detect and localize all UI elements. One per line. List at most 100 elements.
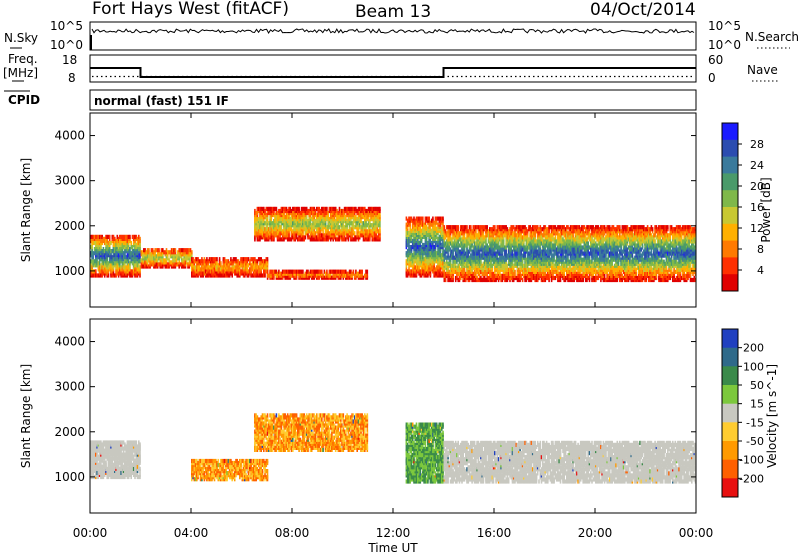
heatmap-cell: [91, 259, 93, 264]
heatmap-cell: [290, 269, 293, 274]
heatmap-cell: [454, 231, 457, 236]
heatmap-cell: [105, 247, 107, 252]
heatmap-cell: [90, 245, 92, 250]
heatmap-cell: [437, 222, 439, 227]
heatmap-cell: [293, 225, 295, 230]
heatmap-cell: [278, 217, 280, 222]
heatmap-cell: [361, 206, 363, 211]
heatmap-cell: [439, 222, 442, 227]
heatmap-cell: [427, 218, 429, 223]
heatmap-cell: [134, 263, 136, 268]
heatmap-cell: [235, 269, 237, 274]
heatmap-cell: [279, 271, 281, 276]
heatmap-cell: [299, 215, 302, 220]
heatmap-cell: [425, 240, 428, 246]
heatmap-cell: [413, 251, 415, 256]
heatmap-cell: [298, 269, 300, 274]
heatmap-cell: [470, 235, 472, 240]
heatmap-cell: [97, 234, 100, 239]
heatmap-cell: [163, 250, 165, 255]
heatmap-cell: [411, 269, 414, 274]
heatmap-cell: [338, 225, 341, 230]
heatmap-cell: [225, 259, 227, 264]
heatmap-cell: [475, 233, 477, 238]
heatmap-cell: [259, 206, 261, 211]
heatmap-cell: [458, 265, 461, 270]
nave-label: Nave: [747, 63, 778, 77]
heatmap-cell: [430, 259, 433, 264]
heatmap-cell: [138, 238, 140, 244]
heatmap-cell: [207, 259, 209, 264]
heatmap-cell: [439, 216, 442, 221]
heatmap-cell: [360, 225, 362, 230]
heatmap-cell: [122, 240, 125, 246]
heatmap-cell: [203, 257, 206, 262]
heatmap-cell: [371, 235, 374, 240]
heatmap-cell: [418, 234, 420, 239]
heatmap-cell: [443, 225, 446, 230]
heatmap-cell: [254, 273, 256, 278]
heatmap-cell: [289, 227, 292, 232]
heatmap-cell: [433, 220, 435, 225]
heatmap-cell: [259, 235, 261, 240]
heatmap-cell: [433, 251, 435, 256]
heatmap-cell: [106, 271, 108, 276]
heatmap-cell: [271, 221, 274, 226]
heatmap-cell: [303, 235, 305, 240]
heatmap-cell: [159, 252, 161, 257]
heatmap-cell: [151, 248, 154, 253]
heatmap-cell: [289, 273, 292, 278]
heatmap-cell: [422, 245, 424, 250]
heatmap-cell: [355, 273, 357, 278]
heatmap-cell: [318, 275, 321, 280]
heatmap-cell: [369, 219, 371, 224]
heatmap-cell: [115, 257, 117, 262]
heatmap-cell: [322, 221, 324, 226]
heatmap-cell: [448, 255, 451, 260]
heatmap-cell: [319, 235, 322, 240]
heatmap-cell: [305, 215, 308, 220]
heatmap-cell: [288, 221, 290, 226]
heatmap-cell: [327, 210, 329, 216]
heatmap-cell: [145, 264, 148, 269]
heatmap-cell: [168, 258, 170, 263]
heatmap-cell: [316, 206, 318, 211]
heatmap-cell: [447, 249, 449, 254]
heatmap-cell: [274, 212, 276, 218]
heatmap-cell: [297, 206, 299, 211]
heatmap-cell: [442, 245, 444, 250]
heatmap-cell: [444, 229, 447, 234]
heatmap-cell: [317, 210, 319, 216]
heatmap-cell: [317, 269, 319, 274]
heatmap-cell: [264, 269, 266, 274]
heatmap-cell: [340, 221, 342, 226]
heatmap-cell: [261, 219, 264, 224]
heatmap-cell: [451, 225, 453, 230]
heatmap-cell: [141, 250, 144, 255]
heatmap-cell: [302, 229, 304, 234]
heatmap-cell: [439, 253, 442, 258]
heatmap-cell: [140, 250, 143, 255]
heatmap-cell: [351, 227, 353, 232]
heatmap-cell: [310, 235, 313, 240]
heatmap-cell: [305, 206, 308, 211]
heatmap-cell: [430, 251, 433, 256]
heatmap-cell: [321, 233, 323, 238]
heatmap-cell: [361, 221, 363, 226]
heatmap-cell: [131, 251, 134, 256]
heatmap-cell: [472, 245, 475, 250]
heatmap-cell: [442, 216, 444, 221]
heatmap-cell: [356, 217, 358, 222]
heatmap-cell: [158, 248, 160, 253]
heatmap-cell: [116, 238, 119, 244]
heatmap-cell: [314, 273, 317, 278]
heatmap-cell: [477, 255, 480, 260]
heatmap-cell: [319, 208, 322, 214]
heatmap-cell: [139, 259, 141, 264]
heatmap-cell: [468, 265, 471, 270]
heatmap-cell: [156, 248, 159, 253]
heatmap-cell: [271, 273, 274, 278]
heatmap-cell: [365, 229, 367, 234]
heatmap-cell: [428, 218, 430, 223]
heatmap-cell: [449, 241, 452, 246]
